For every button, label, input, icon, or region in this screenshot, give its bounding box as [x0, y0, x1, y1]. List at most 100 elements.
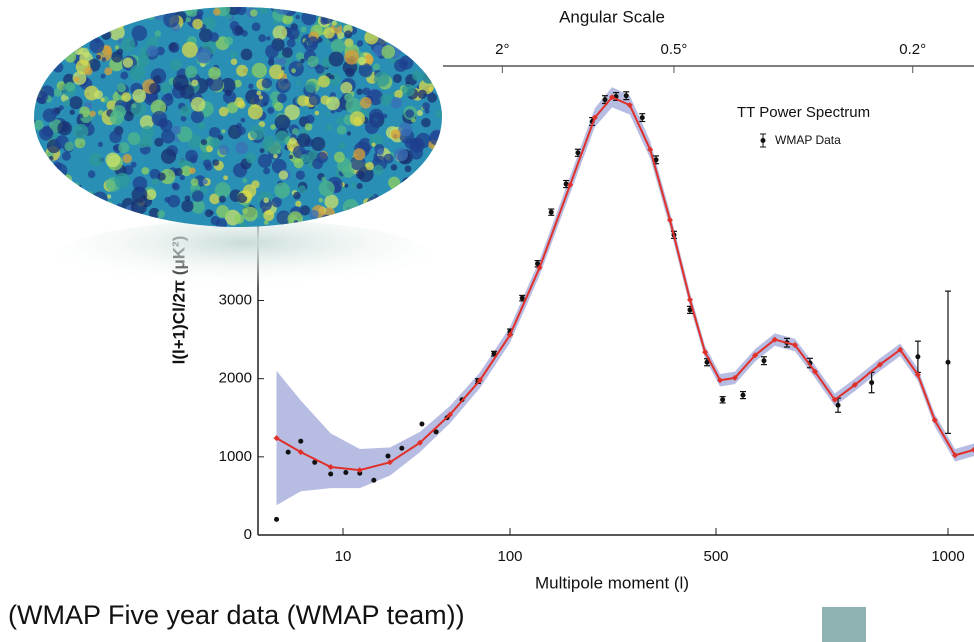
map-spot: [295, 14, 300, 20]
map-spot: [357, 56, 367, 66]
model-marker: [609, 94, 616, 101]
map-spot: [404, 7, 421, 18]
map-spot: [71, 192, 86, 207]
map-spot: [34, 33, 40, 39]
map-spot: [362, 209, 378, 224]
map-spot: [376, 148, 384, 156]
map-spot: [65, 40, 78, 53]
map-spot: [373, 164, 384, 176]
map-spot: [224, 36, 234, 46]
map-spot: [330, 74, 335, 80]
model-marker: [876, 361, 883, 368]
map-spot: [372, 63, 380, 71]
map-spot: [382, 113, 388, 119]
map-spot: [336, 125, 347, 135]
map-spot: [139, 218, 147, 225]
map-spot: [157, 172, 166, 181]
map-spot: [74, 137, 86, 149]
map-spot: [44, 34, 51, 41]
map-spot: [81, 19, 87, 25]
map-spot: [78, 113, 84, 119]
data-point: [548, 209, 554, 215]
model-marker: [686, 296, 693, 303]
map-spot: [100, 73, 106, 79]
map-spot: [422, 102, 430, 111]
data-point: [385, 453, 391, 459]
map-spot: [270, 124, 276, 130]
map-spot: [44, 211, 50, 217]
map-spot: [263, 197, 269, 204]
map-spot: [295, 52, 305, 61]
map-spot: [278, 57, 287, 66]
map-spot: [346, 131, 352, 136]
map-spot: [432, 163, 440, 171]
map-spot: [74, 76, 80, 82]
map-spot: [34, 181, 48, 196]
map-spot: [104, 67, 113, 76]
map-spot: [69, 96, 83, 110]
map-spot: [142, 137, 153, 148]
model-marker: [536, 264, 543, 271]
map-spot: [344, 93, 353, 102]
map-spot: [151, 178, 160, 186]
map-spot: [127, 132, 141, 145]
map-spot: [129, 64, 146, 81]
map-spot: [137, 186, 144, 194]
map-spot: [157, 210, 166, 219]
map-spot: [101, 57, 107, 62]
map-spot: [72, 182, 80, 190]
map-spot: [391, 206, 400, 214]
map-spot: [206, 145, 213, 153]
data-point: [343, 469, 349, 475]
map-spot: [423, 9, 434, 20]
map-spot: [184, 65, 198, 79]
map-spot: [240, 117, 246, 123]
map-spot: [64, 28, 70, 34]
map-spot: [200, 150, 211, 161]
data-point: [575, 150, 581, 156]
map-spot: [190, 97, 206, 112]
map-spot: [87, 222, 96, 227]
map-spot: [48, 176, 60, 188]
map-spot: [226, 102, 239, 114]
map-spot: [301, 10, 317, 26]
map-spot: [251, 62, 268, 78]
map-spot: [407, 178, 414, 186]
map-spot: [181, 199, 194, 213]
map-spot: [51, 193, 58, 201]
map-spot: [121, 9, 132, 20]
map-spot: [160, 82, 172, 94]
map-spot: [185, 149, 198, 163]
map-spot: [35, 90, 48, 103]
map-spot: [389, 194, 405, 210]
map-spot: [304, 123, 313, 131]
map-spot: [160, 129, 176, 144]
map-spot: [394, 147, 408, 162]
map-spot: [208, 126, 221, 139]
map-spot: [113, 7, 121, 13]
map-spot: [177, 158, 187, 168]
map-spot: [154, 30, 162, 37]
map-spot: [190, 178, 199, 186]
map-spot: [300, 58, 305, 64]
map-spot: [77, 25, 82, 30]
legend-title: TT Power Spectrum: [737, 104, 870, 121]
map-spot: [265, 44, 279, 59]
map-spot: [411, 197, 426, 212]
map-spot: [403, 43, 409, 48]
map-spot: [248, 83, 254, 89]
map-spot: [199, 28, 213, 43]
map-spot: [196, 9, 204, 17]
map-spot: [288, 137, 297, 145]
map-spot: [225, 13, 232, 21]
x2-tick-label: 0.5°: [661, 41, 688, 58]
x2-tick-label: 0.2°: [899, 41, 926, 58]
map-spot: [293, 191, 301, 200]
map-spot: [344, 49, 360, 65]
map-spot: [344, 183, 349, 188]
map-spot: [114, 19, 125, 29]
map-spot: [230, 50, 238, 59]
map-spot: [338, 142, 346, 149]
model-marker: [647, 146, 654, 153]
data-point: [419, 421, 425, 427]
